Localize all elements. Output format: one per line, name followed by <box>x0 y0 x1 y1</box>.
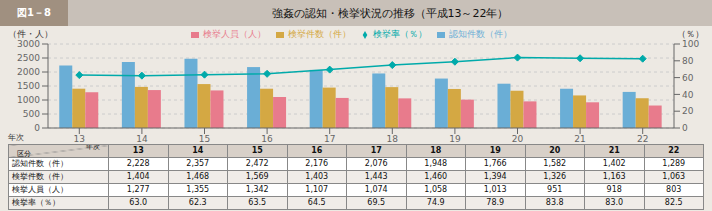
html-text:74.9: 74.9 <box>426 198 445 207</box>
html-text:1,582: 1,582 <box>543 159 567 168</box>
svg-text:1000: 1000 <box>17 95 40 105</box>
html-text:1,569: 1,569 <box>245 172 269 181</box>
html-text:1,948: 1,948 <box>424 159 448 168</box>
svg-text:14: 14 <box>136 134 148 144</box>
html-text:1,013: 1,013 <box>483 185 507 194</box>
svg-text:16: 16 <box>261 134 273 144</box>
html-text:16: 16 <box>311 146 323 155</box>
svg-text:15: 15 <box>199 134 210 144</box>
html-text:検挙率（％）: 検挙率（％） <box>372 29 427 39</box>
html-text:21: 21 <box>608 146 620 155</box>
svg-text:22: 22 <box>637 134 648 144</box>
html-text:1,468: 1,468 <box>186 172 210 181</box>
html-text:年次: 年次 <box>8 133 24 142</box>
svg-text:2000: 2000 <box>17 67 40 77</box>
html-text:1,107: 1,107 <box>305 185 329 194</box>
svg-text:40: 40 <box>682 90 694 100</box>
html-text:1,460: 1,460 <box>424 172 448 181</box>
html-text:20: 20 <box>549 146 561 155</box>
html-text:1,289: 1,289 <box>662 159 686 168</box>
html-text:検挙率（％）: 検挙率（％） <box>12 198 60 207</box>
html-text:1,766: 1,766 <box>483 159 507 168</box>
html-text:区分: 区分 <box>17 150 31 158</box>
svg-text:2500: 2500 <box>17 53 40 63</box>
svg-text:13: 13 <box>74 134 85 144</box>
html-text:1,342: 1,342 <box>245 185 269 194</box>
html-text:13: 13 <box>132 146 144 155</box>
svg-text:100: 100 <box>682 39 699 49</box>
html-text:検挙件数（件）: 検挙件数（件） <box>12 172 68 181</box>
html-text:63.5: 63.5 <box>248 198 267 207</box>
html-text:2,228: 2,228 <box>126 159 150 168</box>
html-text:64.5: 64.5 <box>307 198 326 207</box>
html-text:22: 22 <box>668 146 680 155</box>
svg-text:18: 18 <box>387 134 399 144</box>
html-text:63.0: 63.0 <box>129 198 148 207</box>
html-text:強姦の認知・検挙状況の推移（平成13～22年）: 強姦の認知・検挙状況の推移（平成13～22年） <box>271 6 509 20</box>
svg-text:19: 19 <box>449 134 461 144</box>
html-text:1,443: 1,443 <box>364 172 388 181</box>
svg-text:0: 0 <box>34 123 40 133</box>
svg-text:17: 17 <box>324 134 335 144</box>
html-text:2,472: 2,472 <box>245 159 269 168</box>
html-text:951: 951 <box>547 185 563 194</box>
html-text:2,176: 2,176 <box>305 159 329 168</box>
svg-text:20: 20 <box>512 134 524 144</box>
svg-text:20: 20 <box>682 106 694 116</box>
html-text:認知件数（件）: 認知件数（件） <box>12 159 68 168</box>
html-text:1,403: 1,403 <box>305 172 329 181</box>
html-text:1,074: 1,074 <box>364 185 388 194</box>
html-text:918: 918 <box>606 185 622 194</box>
html-text:2,357: 2,357 <box>186 159 210 168</box>
html-text:1,402: 1,402 <box>602 159 626 168</box>
html-text:83.0: 83.0 <box>605 198 624 207</box>
html-text:検挙件数（件）: 検挙件数（件） <box>287 29 351 39</box>
html-text:認知件数（件）: 認知件数（件） <box>448 29 512 39</box>
html-text:19: 19 <box>489 146 501 155</box>
html-text:1,394: 1,394 <box>483 172 507 181</box>
html-text:17: 17 <box>370 146 382 155</box>
html-text:1,404: 1,404 <box>126 172 150 181</box>
html-text:78.9: 78.9 <box>486 198 505 207</box>
html-text:1,326: 1,326 <box>543 172 567 181</box>
html-text:年次: 年次 <box>86 143 100 151</box>
svg-text:80: 80 <box>682 56 694 66</box>
html-text:1,063: 1,063 <box>662 172 686 181</box>
svg-text:3000: 3000 <box>17 39 40 49</box>
html-text:82.5: 82.5 <box>664 198 683 207</box>
html-text:69.5: 69.5 <box>367 198 386 207</box>
svg-text:500: 500 <box>23 109 40 119</box>
html-text:図1－8: 図1－8 <box>17 7 51 18</box>
html-text:検挙人員（人）: 検挙人員（人） <box>12 185 68 194</box>
html-text:18: 18 <box>430 146 442 155</box>
svg-text:60: 60 <box>682 73 694 83</box>
html-text:1,163: 1,163 <box>602 172 626 181</box>
html-text:1,058: 1,058 <box>424 185 448 194</box>
html-text:（件・人）: （件・人） <box>8 29 53 39</box>
svg-text:21: 21 <box>574 134 585 144</box>
html-text:1,277: 1,277 <box>126 185 150 194</box>
html-text:14: 14 <box>192 146 204 155</box>
html-text:83.8: 83.8 <box>545 198 564 207</box>
html-text:検挙人員（人）: 検挙人員（人） <box>202 29 266 39</box>
svg-text:1500: 1500 <box>17 81 40 91</box>
html-text:2,076: 2,076 <box>364 159 388 168</box>
svg-text:0: 0 <box>682 123 688 133</box>
html-text:15: 15 <box>251 146 263 155</box>
html-text:62.3: 62.3 <box>188 198 207 207</box>
html-text:1,355: 1,355 <box>186 185 210 194</box>
html-text:803: 803 <box>666 185 682 194</box>
